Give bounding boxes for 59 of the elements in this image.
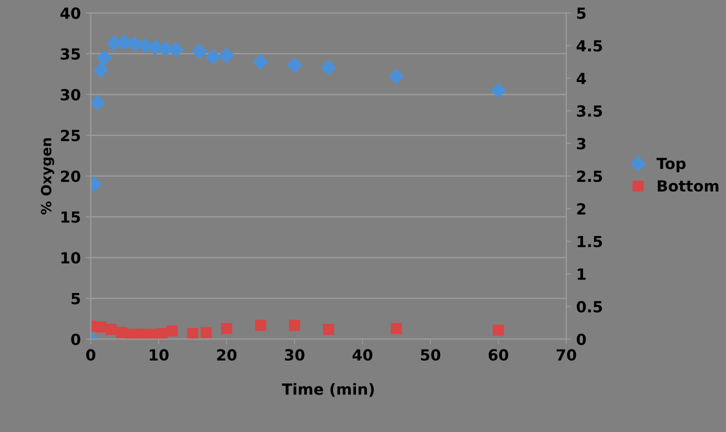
- x-tick-label: 40: [352, 349, 372, 361]
- point: [90, 95, 106, 110]
- y2-tick-label: 0.5: [576, 300, 602, 313]
- point: [127, 36, 142, 52]
- point: [106, 324, 117, 335]
- point: [286, 58, 302, 73]
- y-tick-label: 40: [60, 7, 80, 19]
- y-tick-label: 20: [60, 170, 80, 182]
- point: [322, 324, 334, 335]
- x-tick-label: 0: [86, 349, 96, 361]
- point: [93, 62, 109, 78]
- y-tick-label: 25: [60, 130, 80, 142]
- y-axis-title: % Oxygen: [40, 138, 54, 215]
- point: [320, 60, 336, 76]
- x-tick-label: 50: [420, 349, 440, 361]
- x-tick-label: 70: [556, 349, 576, 361]
- point: [255, 320, 266, 331]
- y-tick-label: 0: [71, 334, 80, 346]
- point: [205, 49, 221, 65]
- y2-tick-label: 4: [576, 72, 586, 84]
- point: [187, 328, 198, 339]
- y2-tick-label: 4.5: [576, 40, 602, 52]
- y2-tick-label: 2.5: [577, 170, 602, 182]
- point: [219, 48, 234, 63]
- point: [116, 327, 127, 338]
- point: [200, 327, 212, 338]
- y-tick-label: 35: [60, 48, 80, 60]
- point: [390, 322, 402, 334]
- y2-tick-label: 1.5: [578, 236, 602, 248]
- point: [192, 44, 208, 59]
- x-tick-label: 10: [150, 349, 169, 361]
- point: [96, 50, 112, 66]
- point: [95, 321, 106, 332]
- y-tick-label: 10: [61, 252, 80, 264]
- x-tick-label: 60: [488, 349, 508, 361]
- point: [221, 322, 232, 334]
- y2-tick-label: 0: [576, 334, 586, 346]
- point: [136, 328, 148, 340]
- point: [492, 324, 504, 336]
- point: [490, 82, 506, 98]
- y2-tick-label: 2: [577, 203, 586, 214]
- x-tick-label: 30: [284, 349, 304, 361]
- y2-tick-label: 3.5: [577, 105, 602, 117]
- y2-tick-label: 3: [577, 138, 586, 150]
- y-tick-label: 30: [60, 88, 80, 101]
- y-tick-label: 15: [61, 211, 80, 223]
- y-tick-label: 5: [72, 293, 80, 304]
- point: [288, 320, 300, 331]
- point: [168, 42, 184, 58]
- legend-label: Top: [656, 158, 686, 172]
- x-tick-label: 20: [217, 349, 237, 361]
- point: [138, 38, 153, 54]
- y2-tick-label: 1: [578, 268, 586, 280]
- point: [388, 68, 404, 84]
- x-axis-title: Time (min): [282, 383, 374, 397]
- y2-tick-label: 5: [577, 8, 586, 19]
- point: [166, 325, 178, 337]
- point: [253, 54, 268, 70]
- legend-label: Bottom: [658, 180, 718, 192]
